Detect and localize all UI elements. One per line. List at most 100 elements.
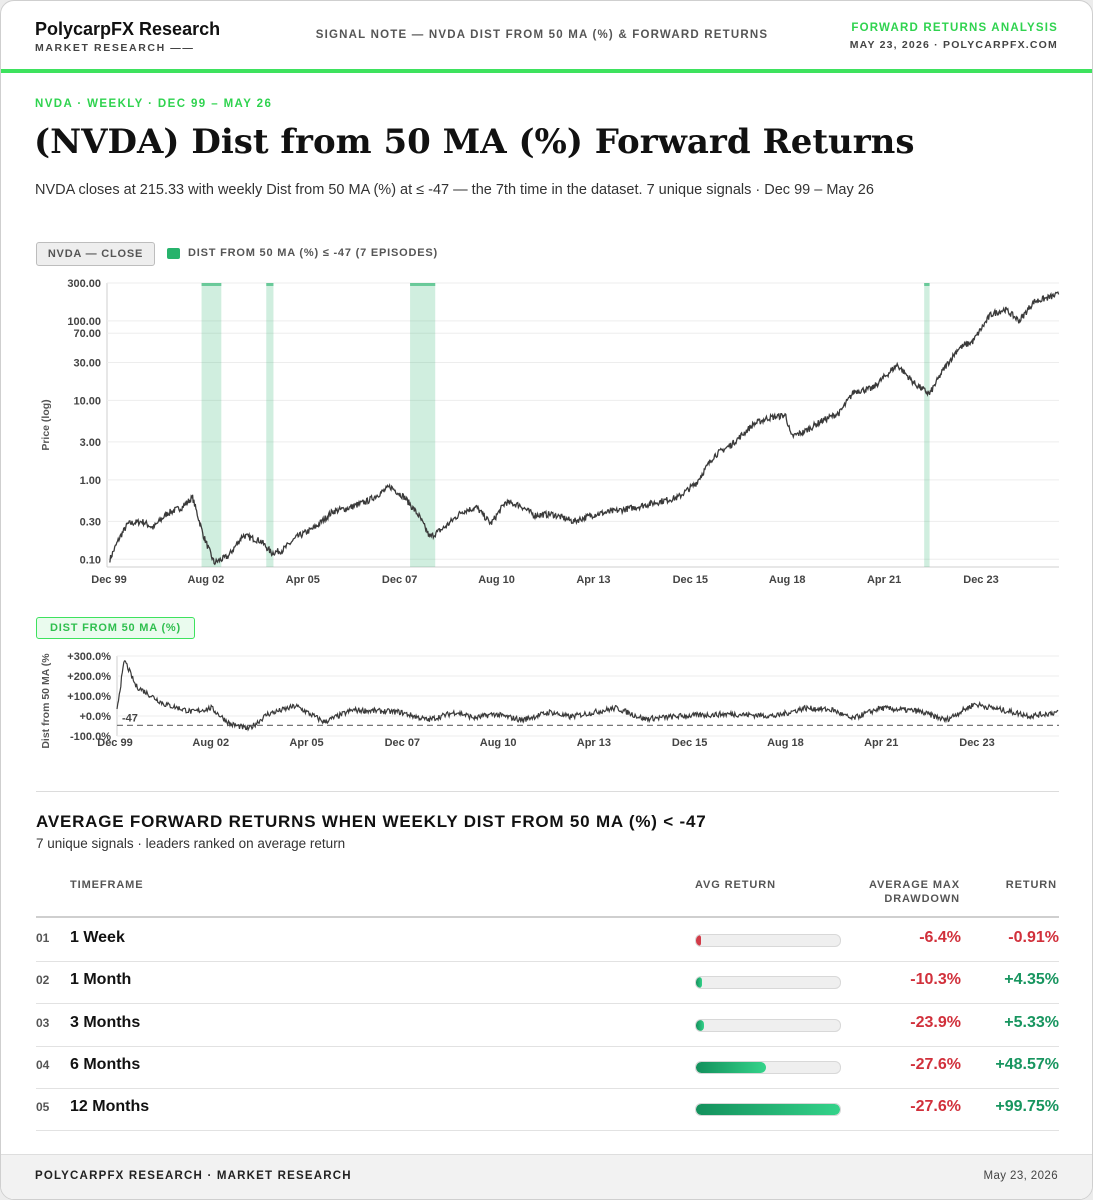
col-max-drawdown-line1: AVERAGE MAX (869, 879, 960, 891)
avg-return-bar-fill (696, 935, 701, 946)
price-xtick-label: Apr 05 (286, 574, 320, 586)
price-xtick-label: Dec 23 (963, 574, 998, 586)
dist-xtick-label: Aug 10 (480, 737, 517, 749)
row-return: -0.91% (1008, 929, 1059, 946)
brand-name: PolycarpFX Research (35, 19, 221, 39)
dist-y-axis-label: Dist from 50 MA (% (40, 653, 52, 749)
dist-xtick-label: Apr 13 (577, 737, 611, 749)
table-row: 04 6 Months -27.6% +48.57% (36, 1046, 1059, 1089)
legend-swatch (167, 248, 180, 259)
footer-brand: POLYCARPFX RESEARCH · MARKET RESEARCH (35, 1170, 352, 1182)
signal-episode-band (266, 283, 274, 567)
table-row: 01 1 Week -6.4% -0.91% (36, 919, 1059, 962)
price-ytick-label: 0.30 (80, 516, 101, 528)
col-timeframe: TIMEFRAME (70, 879, 144, 891)
price-xtick-label: Aug 18 (769, 574, 806, 586)
dist-series-line (116, 660, 1059, 732)
row-return: +99.75% (995, 1098, 1059, 1116)
report-header: PolycarpFX Research MARKET RESEARCH —— S… (1, 1, 1092, 73)
dist-xtick-label: Dec 23 (959, 737, 994, 749)
row-max-drawdown: -10.3% (910, 971, 961, 989)
row-rank: 03 (36, 1015, 50, 1030)
dist-chart: +300.0% +200.0% +100.0% +0.0% -100.0% -47 Dec … (40, 651, 1059, 749)
analysis-type-label: FORWARD RETURNS ANALYSIS (851, 22, 1058, 34)
row-timeframe: 6 Months (70, 1055, 141, 1073)
row-max-drawdown: -27.6% (910, 1055, 961, 1073)
report-footer: POLYCARPFX RESEARCH · MARKET RESEARCH Ma… (1, 1154, 1092, 1199)
avg-return-bar-fill (696, 977, 703, 989)
dist-ytick-label: +100.0% (67, 691, 111, 703)
kicker: NVDA · WEEKLY · DEC 99 – MAY 26 (35, 98, 273, 110)
dist-ytick-label: +300.0% (67, 651, 111, 663)
row-timeframe: 12 Months (70, 1098, 150, 1116)
price-series-line (109, 291, 1060, 566)
row-return: +5.33% (1004, 1013, 1059, 1031)
avg-return-bar-track (695, 1018, 841, 1032)
legend-label: DIST FROM 50 MA (%) ≤ -47 (7 EPISODES) (188, 247, 438, 259)
price-ytick-label: 300.00 (67, 278, 101, 290)
dist-ytick-label: -100.0% (70, 731, 111, 743)
price-ytick-label: 3.00 (80, 437, 101, 449)
price-xtick-label: Apr 13 (576, 574, 610, 586)
signal-episode-marker (201, 283, 222, 286)
row-timeframe: 1 Month (70, 971, 132, 989)
price-xtick-label: Dec 07 (382, 574, 417, 586)
price-ytick-label: 10.00 (73, 395, 101, 407)
dist-panel-badge: DIST FROM 50 MA (%) (36, 617, 195, 639)
price-xtick-label: Dec 99 (91, 574, 126, 586)
price-ytick-label: 30.00 (73, 357, 101, 369)
signal-episode-band (924, 283, 930, 567)
dist-xtick-label: Apr 05 (289, 737, 323, 749)
price-xtick-label: Aug 10 (478, 574, 515, 586)
price-xtick-label: Dec 15 (673, 574, 708, 586)
avg-return-bar-fill (696, 1019, 704, 1031)
threshold-label: -47 (122, 712, 138, 724)
dist-xtick-label: Aug 02 (192, 737, 229, 749)
avg-return-bar-track (695, 934, 841, 947)
price-ytick-label: 70.00 (73, 328, 101, 340)
row-rank: 05 (36, 1100, 50, 1115)
row-rank: 01 (36, 931, 50, 945)
table-row: 02 1 Month -10.3% +4.35% (36, 961, 1059, 1005)
page-title: (NVDA) Dist from 50 MA (%) Forward Retur… (34, 122, 915, 162)
signal-episode-marker (410, 283, 436, 286)
dist-xtick-label: Dec 15 (672, 737, 707, 749)
dist-xtick-label: Dec 07 (385, 737, 420, 749)
table-header-rule (36, 916, 1059, 918)
row-timeframe: 3 Months (70, 1013, 141, 1031)
row-timeframe: 1 Week (70, 929, 125, 946)
footer-date: May 23, 2026 (983, 1170, 1058, 1182)
signal-episode-band (410, 283, 436, 567)
dist-ytick-label: +0.0% (80, 711, 112, 723)
price-ytick-label: 0.10 (80, 554, 101, 566)
signal-episode-marker (924, 283, 930, 286)
dist-xtick-label: Apr 21 (864, 737, 898, 749)
row-max-drawdown: -23.9% (910, 1013, 961, 1031)
avg-return-bar-track (695, 1103, 841, 1117)
page-subtitle: NVDA closes at 215.33 with weekly Dist f… (35, 182, 874, 198)
avg-return-bar-fill (696, 1104, 840, 1116)
row-rank: 04 (36, 1057, 50, 1072)
brand-subtitle: MARKET RESEARCH —— (35, 42, 195, 54)
col-max-drawdown-line2: DRAWDOWN (884, 893, 960, 905)
avg-return-bar-fill (696, 1061, 767, 1073)
table-title: AVERAGE FORWARD RETURNS WHEN WEEKLY DIST… (36, 812, 707, 831)
signal-note-title: SIGNAL NOTE — NVDA DIST FROM 50 MA (%) &… (315, 29, 769, 41)
col-max-drawdown: AVERAGE MAX DRAWDOWN (869, 879, 960, 905)
signal-episode-marker (266, 283, 274, 286)
table-subtitle: 7 unique signals · leaders ranked on ave… (36, 836, 346, 851)
dist-xtick-label: Aug 18 (767, 737, 804, 749)
col-avg-return: AVG RETURN (695, 879, 776, 891)
avg-return-bar-track (695, 976, 841, 990)
row-rank: 02 (36, 973, 50, 988)
row-return: +48.57% (995, 1055, 1059, 1073)
table-row: 05 12 Months -27.6% +99.75% (36, 1088, 1059, 1132)
price-xtick-label: Apr 21 (867, 574, 901, 586)
dist-ytick-label: +200.0% (67, 671, 111, 683)
row-max-drawdown: -27.6% (910, 1098, 961, 1116)
dist-xtick-label: Dec 99 (97, 737, 132, 749)
col-return: RETURN (1005, 879, 1057, 891)
price-xtick-label: Aug 02 (188, 574, 225, 586)
